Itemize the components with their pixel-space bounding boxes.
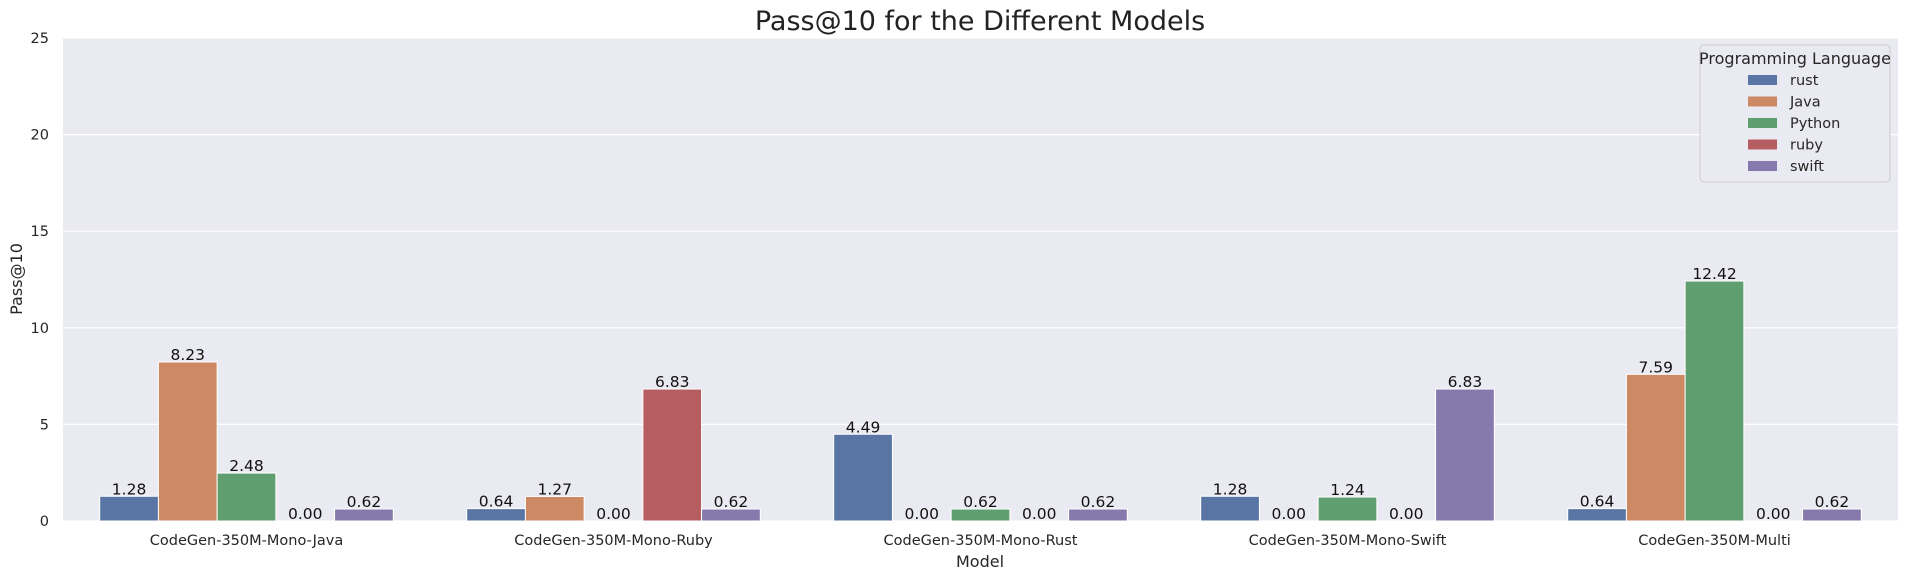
bar-value-label: 12.42 (1692, 265, 1736, 283)
x-tick-label: CodeGen-350M-Mono-Rust (884, 533, 1078, 549)
legend-label: Python (1790, 116, 1840, 132)
bar-value-label: 0.62 (1081, 493, 1116, 511)
bar-value-label: 8.23 (171, 346, 206, 364)
bar-value-label: 7.59 (1639, 358, 1674, 376)
x-tick-label: CodeGen-350M-Mono-Swift (1249, 533, 1447, 549)
x-tick-label: CodeGen-350M-Mono-Java (150, 533, 344, 549)
bar-value-label: 0.00 (1272, 505, 1307, 523)
bar-value-label: 1.24 (1330, 481, 1365, 499)
bar (950, 508, 1011, 522)
legend-swatch (1748, 96, 1777, 107)
legend-items: rust Java Python ruby swift (1748, 73, 1840, 175)
bar-value-label: 0.64 (479, 493, 514, 511)
x-tick-label: CodeGen-350M-Mono-Ruby (514, 533, 713, 549)
bar (1068, 508, 1128, 522)
legend-label: Java (1789, 95, 1821, 111)
bar-value-label: 0.00 (905, 505, 940, 523)
legend-title: Programming Language (1699, 49, 1891, 68)
bar-value-label: 6.83 (655, 373, 690, 391)
chart-title: Pass@10 for the Different Models (755, 6, 1205, 37)
bar (1200, 495, 1260, 522)
legend-box (1699, 44, 1891, 183)
legend-label: ruby (1790, 138, 1823, 154)
bar (701, 508, 761, 522)
bar-value-label: 0.00 (596, 505, 631, 523)
bars (99, 280, 1862, 522)
bar (524, 495, 585, 522)
legend-label: rust (1790, 73, 1819, 89)
bar (157, 361, 218, 522)
bar (1435, 388, 1495, 522)
bar (642, 388, 703, 522)
bar (99, 495, 159, 522)
bar-value-label: 0.62 (1815, 493, 1850, 511)
bar-value-label: 0.00 (1022, 505, 1057, 523)
y-tick-label: 5 (40, 417, 49, 433)
y-axis-label: Pass@10 (7, 243, 26, 315)
bar (1625, 373, 1686, 522)
bar-value-label: 0.00 (288, 505, 323, 523)
bar-value-label: 0.64 (1580, 493, 1615, 511)
x-axis-ticks: CodeGen-350M-Mono-Java CodeGen-350M-Mono-… (150, 533, 1791, 549)
bar (216, 472, 277, 522)
bar-value-label: 1.28 (112, 480, 147, 498)
bar-value-label: 1.28 (1213, 480, 1248, 498)
y-tick-label: 15 (31, 224, 49, 240)
bar-value-label: 0.00 (1756, 505, 1791, 523)
bar (1317, 496, 1378, 522)
legend: Programming Language rust Java Python ruby s… (1699, 44, 1891, 183)
y-axis-ticks: 0 5 10 15 20 25 (31, 31, 49, 530)
y-tick-label: 20 (31, 128, 49, 144)
bar-value-labels: 1.28 8.23 2.48 0.00 0.62 0.64 1.27 0.00 6.83 0.62… (112, 265, 1849, 523)
bar-value-label: 0.00 (1389, 505, 1424, 523)
bar (1684, 280, 1745, 522)
bar-value-label: 0.62 (714, 493, 749, 511)
bar (334, 508, 394, 522)
x-tick-label: CodeGen-350M-Multi (1638, 533, 1791, 549)
bar-value-label: 0.62 (963, 493, 998, 511)
legend-swatch (1748, 75, 1777, 85)
bar (1802, 508, 1862, 522)
bar-value-label: 2.48 (229, 457, 264, 475)
bar-value-label: 0.62 (347, 493, 382, 511)
bar-value-label: 4.49 (846, 418, 881, 436)
legend-swatch (1748, 139, 1777, 150)
x-axis-label: Model (956, 552, 1004, 571)
plot-area (63, 38, 1898, 521)
y-tick-label: 0 (40, 514, 49, 530)
legend-swatch (1748, 161, 1777, 171)
legend-swatch (1748, 118, 1777, 128)
bar (833, 433, 893, 522)
legend-label: swift (1790, 159, 1824, 175)
bar-value-label: 6.83 (1448, 373, 1483, 391)
y-tick-label: 10 (31, 321, 49, 337)
bar-value-label: 1.27 (538, 480, 573, 498)
y-tick-label: 25 (31, 31, 49, 47)
